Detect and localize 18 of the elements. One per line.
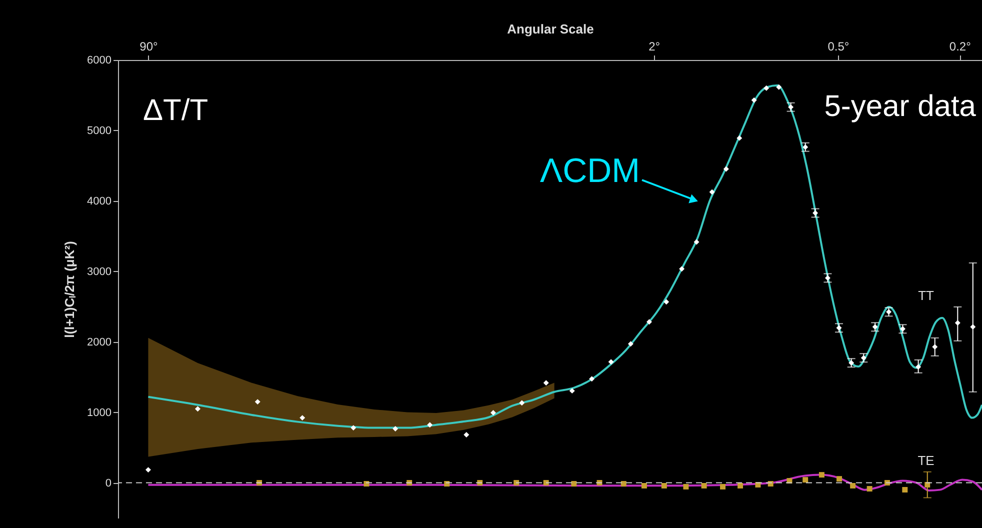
annotation: TT [918, 288, 934, 303]
y-tick-label: 4000 [87, 195, 112, 208]
x-tick-label: 0.2° [949, 40, 972, 54]
annotation: TE [918, 453, 935, 468]
y-tick-label: 1000 [87, 406, 112, 419]
annotation: ΛCDM [540, 152, 640, 190]
annotation: 5-year data [824, 90, 976, 123]
x-tick-label: 0.5° [828, 40, 850, 54]
y-tick-label: 5000 [87, 124, 112, 137]
x-axis-title: Angular Scale [507, 22, 594, 36]
y-tick-label: 3000 [87, 266, 112, 278]
annotation: ΔT/T [143, 94, 208, 127]
y-axis-title: l(l+1)Cₗ/2π (μK²) [62, 241, 78, 338]
x-tick-label: 2° [648, 40, 660, 54]
x-tick-label: 90° [140, 40, 158, 54]
y-tick-label: 2000 [87, 336, 112, 348]
y-tick-label: 0 [105, 477, 112, 490]
y-tick-label: 6000 [87, 54, 112, 66]
